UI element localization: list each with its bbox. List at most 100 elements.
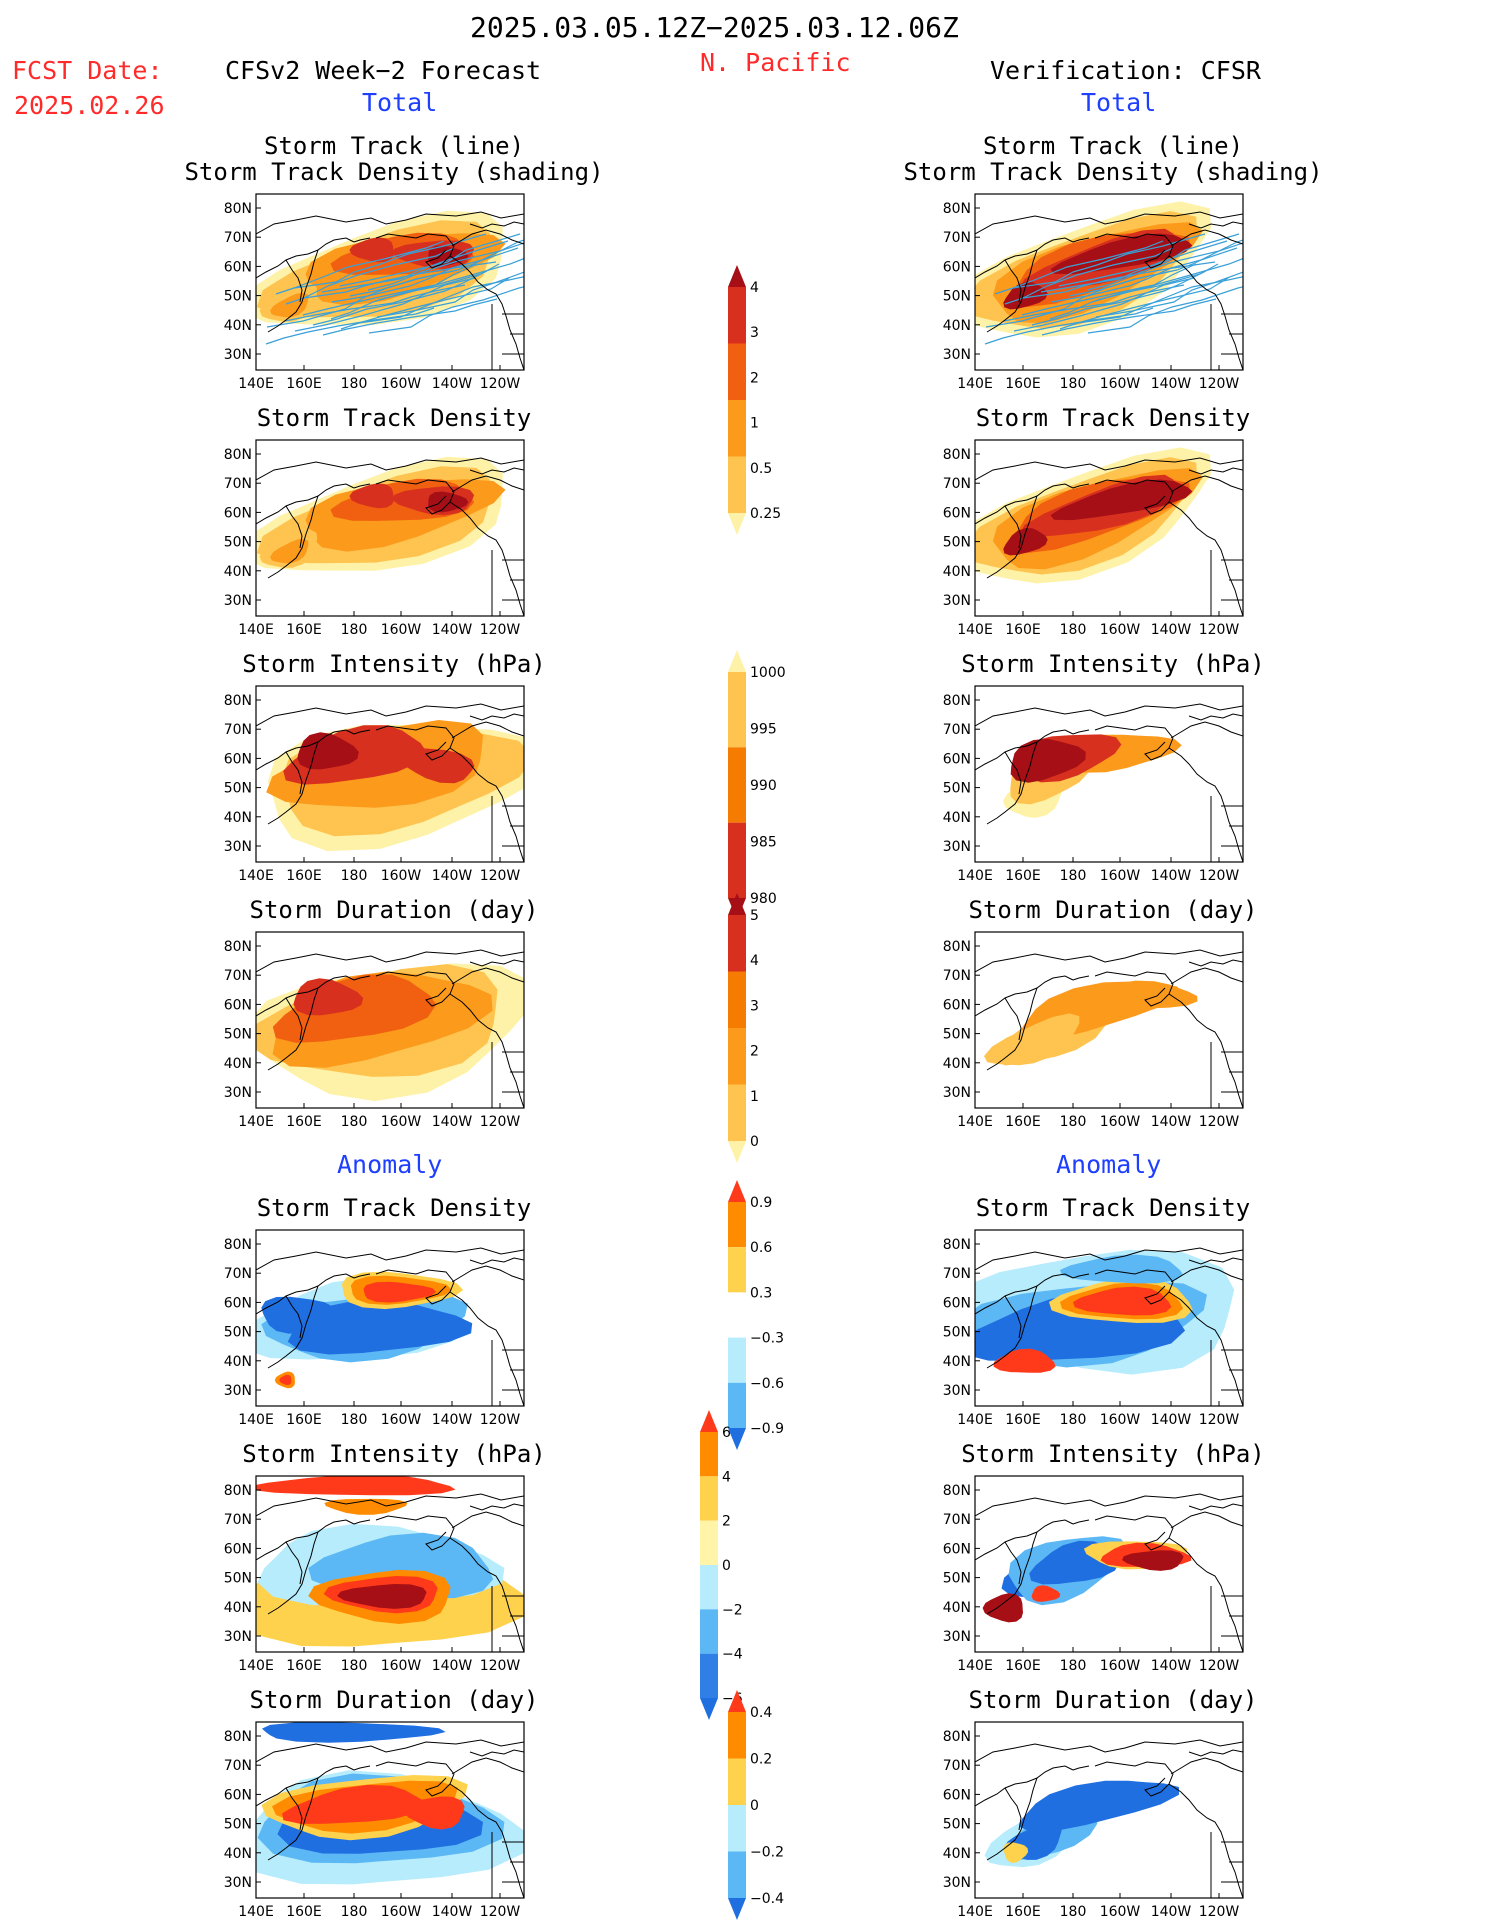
lat-tick-label: 80N xyxy=(943,1237,971,1253)
lon-tick-label: 140E xyxy=(238,1114,274,1130)
coastline xyxy=(975,1739,1243,1763)
coastline xyxy=(1004,505,1022,549)
lat-tick-label: 80N xyxy=(224,1237,252,1253)
lat-tick-label: 60N xyxy=(224,505,252,521)
lat-tick-label: 80N xyxy=(943,939,971,955)
lat-tick-label: 60N xyxy=(943,997,971,1013)
colorbar-anom_intensity: 6 4 2 0 −2 −4 −6 xyxy=(700,1410,780,1724)
lat-tick-label: 80N xyxy=(224,201,252,217)
storm-track-line xyxy=(285,247,455,305)
lat-tick-label: 30N xyxy=(943,839,971,855)
lon-tick-label: 160W xyxy=(1100,1114,1141,1130)
shade-region xyxy=(993,1348,1056,1373)
coastline xyxy=(375,1269,455,1305)
coastline xyxy=(986,741,1038,825)
colorbar-label: 0.9 xyxy=(750,1195,772,1211)
coastline xyxy=(1221,805,1243,847)
coastline xyxy=(502,1595,524,1637)
coastline xyxy=(975,975,1074,1017)
colorbar-label: 0.2 xyxy=(750,1752,772,1768)
colorbar-label: 0.3 xyxy=(750,1285,772,1301)
lat-tick-label: 70N xyxy=(943,1512,971,1528)
colorbar-label: 4 xyxy=(750,953,759,969)
lon-tick-label: 160W xyxy=(381,868,422,884)
storm-track-line xyxy=(984,307,1154,345)
lat-tick-label: 50N xyxy=(224,1325,252,1341)
storm-track-line xyxy=(340,277,510,330)
lat-tick-label: 50N xyxy=(224,1571,252,1587)
storm-track-line xyxy=(322,298,498,336)
lon-tick-label: 160W xyxy=(1100,1658,1141,1674)
lat-tick-label: 70N xyxy=(943,722,971,738)
map-density-left: 80N 70N 60N 50N 40N 30N 140E 160E 180 160W 140W 120… xyxy=(208,439,536,642)
total-left-label: Total xyxy=(362,88,438,117)
coastline xyxy=(267,987,319,1071)
lon-tick-label: 180 xyxy=(341,868,368,884)
coastline xyxy=(449,993,524,1108)
lat-tick-label: 50N xyxy=(224,1027,252,1043)
lon-tick-label: 160W xyxy=(381,376,422,392)
lon-tick-label: 120W xyxy=(480,1114,521,1130)
storm-track-line xyxy=(1087,286,1243,334)
coastline xyxy=(267,741,319,825)
coastline xyxy=(285,1787,303,1831)
lon-tick-label: 140E xyxy=(238,376,274,392)
coastline xyxy=(986,987,1038,1071)
lat-tick-label: 60N xyxy=(943,505,971,521)
lat-tick-label: 70N xyxy=(943,1266,971,1282)
colorbar-label: 1 xyxy=(750,416,759,432)
coastline xyxy=(256,211,524,235)
coastline xyxy=(285,1541,303,1585)
coastline xyxy=(1094,479,1174,515)
coastline xyxy=(1170,1265,1243,1283)
lat-tick-label: 60N xyxy=(224,1787,252,1803)
coastline xyxy=(451,1757,524,1775)
lon-tick-label: 180 xyxy=(1060,376,1087,392)
lon-tick-label: 160W xyxy=(381,1114,422,1130)
lat-tick-label: 60N xyxy=(943,1295,971,1311)
map-track-left: 80N 70N 60N 50N 40N 30N 140E 160E 180 160W 140W 120… xyxy=(208,193,536,396)
colorbar-label: 3 xyxy=(750,325,759,341)
storm-track-line xyxy=(1003,284,1185,322)
colorbar-label: 0.5 xyxy=(750,461,772,477)
coastline xyxy=(1072,1273,1090,1279)
colorbar-label: 1000 xyxy=(750,665,786,681)
lat-tick-label: 40N xyxy=(224,1600,252,1616)
map-anom-intensity-right: 80N 70N 60N 50N 40N 30N 140E 160E 180 160W 140W 120… xyxy=(927,1475,1255,1678)
coastline xyxy=(449,747,524,862)
storm-track-line xyxy=(284,284,466,322)
coastline xyxy=(1170,967,1243,985)
lon-tick-label: 140W xyxy=(1151,1114,1192,1130)
coastline xyxy=(256,483,355,525)
coastline xyxy=(1188,1257,1243,1265)
lat-tick-label: 60N xyxy=(224,259,252,275)
lat-tick-label: 40N xyxy=(943,1056,971,1072)
coastline xyxy=(1188,467,1243,475)
lat-tick-label: 30N xyxy=(224,1383,252,1399)
coastline xyxy=(353,975,371,981)
lon-tick-label: 140W xyxy=(432,1412,473,1428)
lat-tick-label: 70N xyxy=(943,230,971,246)
lon-tick-label: 160E xyxy=(286,622,322,638)
coastline xyxy=(1094,233,1174,269)
coastline xyxy=(1004,997,1022,1041)
panel-title-anom-intensity-right: Storm Intensity (hPa) xyxy=(961,1440,1265,1468)
coastline xyxy=(975,1493,1243,1517)
panel-title-duration-right: Storm Duration (day) xyxy=(968,896,1258,924)
lon-tick-label: 120W xyxy=(1199,1658,1240,1674)
storm-track-line xyxy=(985,270,1173,328)
shade-region xyxy=(270,292,309,318)
coastline xyxy=(986,1531,1038,1615)
lat-tick-label: 60N xyxy=(224,1295,252,1311)
panel-title-anom-density-right: Storm Track Density xyxy=(975,1194,1251,1222)
coastline xyxy=(502,805,524,847)
coastline xyxy=(975,483,1074,525)
lat-tick-label: 50N xyxy=(224,1817,252,1833)
storm-track-line xyxy=(265,307,435,345)
coastline xyxy=(502,1841,524,1883)
coastline xyxy=(1170,475,1243,493)
map-anom-duration-left: 80N 70N 60N 50N 40N 30N 140E 160E 180 160W 140W 120… xyxy=(208,1721,536,1924)
lat-tick-label: 50N xyxy=(943,1817,971,1833)
lon-tick-label: 180 xyxy=(341,1412,368,1428)
shade-region xyxy=(984,1013,1080,1066)
